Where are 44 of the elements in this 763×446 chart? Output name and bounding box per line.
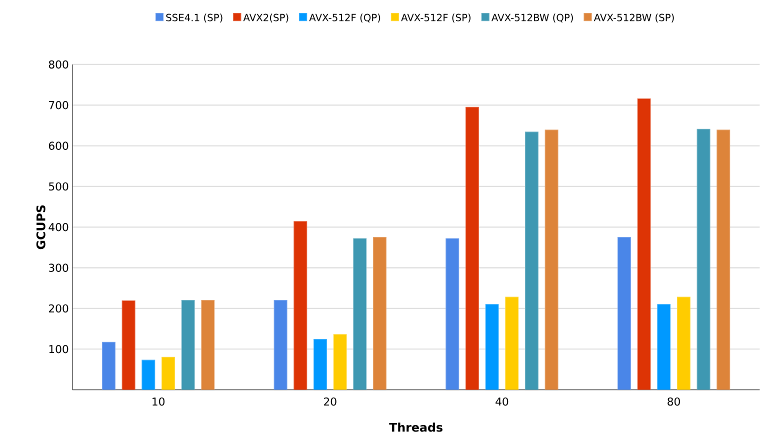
- bar: [102, 342, 116, 390]
- x-tick-label: 80: [668, 397, 680, 406]
- bar: [505, 296, 519, 390]
- y-tick-label: 300: [48, 264, 68, 272]
- bar: [524, 132, 538, 390]
- bar: [446, 238, 460, 390]
- bar: [637, 98, 651, 390]
- bar: [676, 296, 690, 390]
- y-tick-label: 600: [48, 142, 68, 150]
- y-tick-label: 400: [48, 222, 68, 232]
- x-axis-title: Threads: [389, 422, 442, 432]
- y-tick-label: 700: [49, 100, 68, 110]
- bar: [617, 236, 631, 390]
- y-axis-title: GCUPS: [36, 205, 46, 250]
- bar: [372, 236, 386, 390]
- bar: [696, 128, 710, 390]
- y-tick-label: 500: [49, 182, 68, 190]
- bar: [333, 334, 347, 390]
- bar: [142, 360, 156, 390]
- bar: [544, 129, 558, 390]
- legend-label: AVX2(SP): [243, 13, 288, 22]
- bar: [201, 300, 215, 390]
- bar: [313, 338, 327, 390]
- bar: [274, 300, 288, 390]
- bar: [657, 304, 671, 390]
- y-tick-label: 100: [49, 344, 68, 354]
- y-tick-label: 200: [48, 304, 68, 312]
- bar: [353, 238, 367, 390]
- legend-label: AVX-512F (SP): [401, 13, 471, 22]
- legend-label: SSE4.1 (SP): [166, 13, 222, 22]
- legend-label: AVX-512F (QP): [309, 13, 380, 22]
- x-tick-label: 20: [324, 397, 336, 406]
- bar: [181, 300, 195, 390]
- bar: [294, 220, 308, 390]
- x-tick-label: 10: [152, 397, 164, 406]
- bar: [716, 129, 730, 390]
- legend-label: AVX-512BW (QP): [491, 13, 573, 22]
- bar: [485, 304, 499, 390]
- legend-label: AVX-512BW (SP): [594, 13, 674, 22]
- bar: [122, 300, 136, 390]
- y-tick-label: 800: [48, 60, 68, 68]
- x-tick-label: 40: [496, 397, 508, 406]
- bar: [161, 356, 175, 390]
- bar: [465, 106, 479, 390]
